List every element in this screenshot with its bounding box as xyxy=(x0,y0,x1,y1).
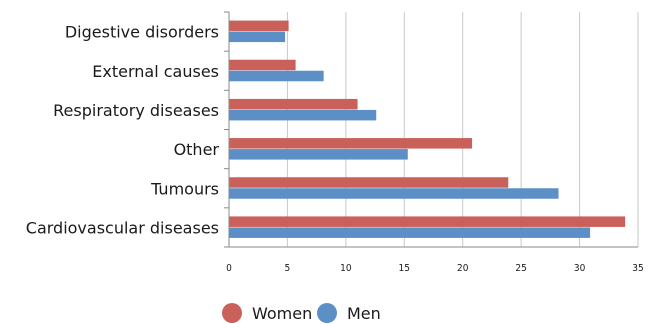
category-label: Respiratory diseases xyxy=(53,101,219,120)
bar-men-other xyxy=(229,149,408,160)
legend-item-men[interactable]: Men xyxy=(317,303,381,323)
x-tick-label: 5 xyxy=(285,263,291,274)
legend-swatch-men xyxy=(317,303,337,323)
x-tick-label: 0 xyxy=(226,263,232,274)
bar-men-digestive-disorders xyxy=(229,31,286,43)
category-label: Other xyxy=(174,140,220,159)
x-tick-labels: 0 5 10 15 20 25 30 35 xyxy=(226,263,644,274)
bar-men-tumours xyxy=(229,188,559,199)
x-tick-label: 15 xyxy=(399,263,410,274)
legend[interactable]: Women Men xyxy=(222,303,381,323)
category-label: Cardiovascular diseases xyxy=(26,218,219,237)
legend-item-women[interactable]: Women xyxy=(222,303,312,323)
bars xyxy=(229,20,626,238)
bar-women-cardiovascular-diseases xyxy=(229,216,626,227)
legend-swatch-women xyxy=(222,303,242,323)
x-tick-label: 35 xyxy=(632,263,643,274)
bar-women-digestive-disorders xyxy=(229,20,289,32)
bar-women-tumours xyxy=(229,177,509,188)
category-label: Digestive disorders xyxy=(65,23,219,42)
bar-women-respiratory-diseases xyxy=(229,98,358,110)
legend-label-women: Women xyxy=(252,304,312,323)
bar-women-external-causes xyxy=(229,59,296,71)
category-label: External causes xyxy=(92,62,219,81)
bar-men-respiratory-diseases xyxy=(229,109,377,121)
bar-men-external-causes xyxy=(229,70,324,82)
x-tick-label: 25 xyxy=(515,263,526,274)
category-labels: Digestive disorders External causes Respir… xyxy=(26,23,220,238)
category-label: Tumours xyxy=(150,179,219,198)
gridlines xyxy=(286,12,639,247)
axes xyxy=(224,11,638,248)
bar-women-other xyxy=(229,138,473,149)
legend-label-men: Men xyxy=(347,304,381,323)
x-tick-label: 10 xyxy=(340,263,352,274)
x-tick-label: 30 xyxy=(574,263,586,274)
bar-men-cardiovascular-diseases xyxy=(229,227,591,238)
x-tick-label: 20 xyxy=(457,263,469,274)
